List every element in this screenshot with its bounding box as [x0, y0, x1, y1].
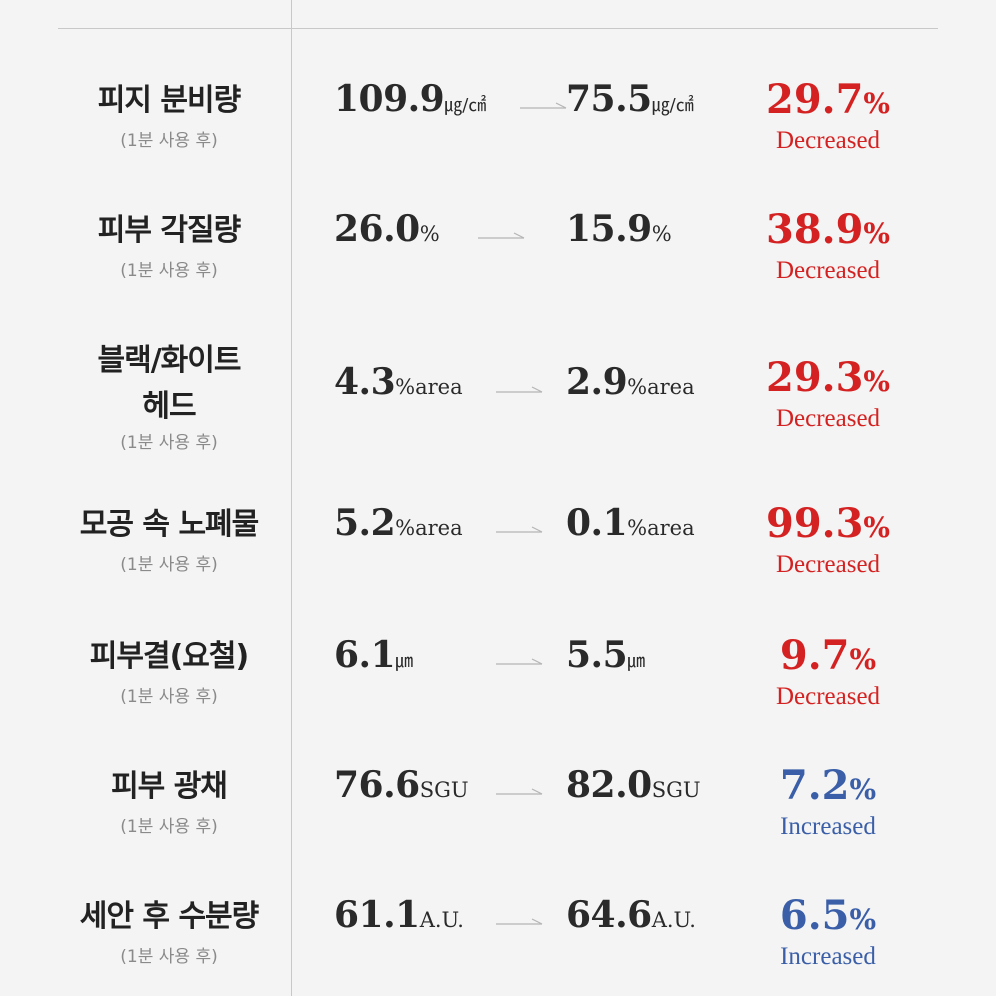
before-value: 109.9㎍/㎠ [334, 78, 487, 120]
arrow-icon [496, 658, 543, 665]
change-result: 38.9% Decreased [748, 208, 908, 286]
change-result: 9.7% Decreased [748, 634, 908, 712]
status-label: Decreased [775, 551, 881, 578]
change-percent: 29.3% [765, 354, 891, 401]
arrow-icon [496, 526, 543, 533]
change-percent: 99.3% [765, 500, 891, 547]
after-value: 64.6A.U. [566, 894, 696, 936]
row-label: 블랙/화이트 [97, 343, 242, 378]
before-value: 5.2%area [334, 502, 463, 544]
change-percent: 9.7% [779, 632, 877, 679]
arrow-icon [520, 102, 567, 109]
change-result: 99.3% Decreased [748, 502, 908, 580]
table-row: 모공 속 노폐물 (1분 사용 후) 5.2%area 0.1%area 99.… [0, 502, 996, 612]
arrow-icon [496, 788, 543, 795]
after-value: 0.1%area [566, 502, 695, 544]
change-percent: 38.9% [765, 206, 891, 253]
change-result: 29.3% Decreased [748, 356, 908, 434]
after-value: 82.0SGU [566, 764, 701, 806]
change-result: 7.2% Increased [748, 764, 908, 842]
status-label: Decreased [775, 683, 881, 710]
row-sublabel: (1분 사용 후) [120, 261, 218, 281]
status-label: Increased [780, 943, 876, 970]
before-value: 76.6SGU [334, 764, 469, 806]
row-label-line2: 헤드 [142, 389, 196, 424]
before-value: 6.1㎛ [334, 634, 414, 676]
change-result: 29.7% Decreased [748, 78, 908, 156]
row-sublabel: (1분 사용 후) [120, 947, 218, 967]
table-row: 피부 각질량 (1분 사용 후) 26.0% 15.9% 38.9% Decre… [0, 208, 996, 318]
status-label: Decreased [775, 127, 881, 154]
row-sublabel: (1분 사용 후) [120, 433, 218, 453]
row-label: 피부 광채 [111, 769, 228, 804]
table-row: 피지 분비량 (1분 사용 후) 109.9㎍/㎠ 75.5㎍/㎠ 29.7% … [0, 78, 996, 188]
after-value: 5.5㎛ [566, 634, 646, 676]
after-value: 75.5㎍/㎠ [566, 78, 694, 120]
row-label: 피지 분비량 [97, 83, 241, 118]
change-percent: 29.7% [765, 76, 891, 123]
table-row: 피부 광채 (1분 사용 후) 76.6SGU 82.0SGU 7.2% Inc… [0, 764, 996, 874]
row-sublabel: (1분 사용 후) [120, 131, 218, 151]
row-sublabel: (1분 사용 후) [120, 687, 218, 707]
change-percent: 6.5% [779, 892, 877, 939]
change-result: 6.5% Increased [748, 894, 908, 972]
status-label: Decreased [775, 257, 881, 284]
row-label: 피부결(요철) [89, 639, 249, 674]
row-sublabel: (1분 사용 후) [120, 817, 218, 837]
change-percent: 7.2% [779, 762, 877, 809]
top-divider [58, 28, 938, 29]
row-label: 모공 속 노폐물 [79, 507, 260, 542]
before-value: 61.1A.U. [334, 894, 464, 936]
table-row: 세안 후 수분량 (1분 사용 후) 61.1A.U. 64.6A.U. 6.5… [0, 894, 996, 994]
column-divider [291, 0, 292, 996]
arrow-icon [496, 386, 543, 393]
after-value: 15.9% [566, 208, 672, 250]
status-label: Decreased [775, 405, 881, 432]
table-row: 피부결(요철) (1분 사용 후) 6.1㎛ 5.5㎛ 9.7% Decreas… [0, 634, 996, 744]
status-label: Increased [780, 813, 876, 840]
arrow-icon [496, 918, 543, 925]
table-row: 블랙/화이트 헤드 (1분 사용 후) 4.3%area 2.9%area 29… [0, 338, 996, 458]
row-label: 세안 후 수분량 [79, 899, 260, 934]
before-value: 4.3%area [334, 361, 463, 403]
after-value: 2.9%area [566, 361, 695, 403]
row-label: 피부 각질량 [97, 213, 241, 248]
row-sublabel: (1분 사용 후) [120, 555, 218, 575]
arrow-icon [478, 232, 525, 239]
before-value: 26.0% [334, 208, 440, 250]
